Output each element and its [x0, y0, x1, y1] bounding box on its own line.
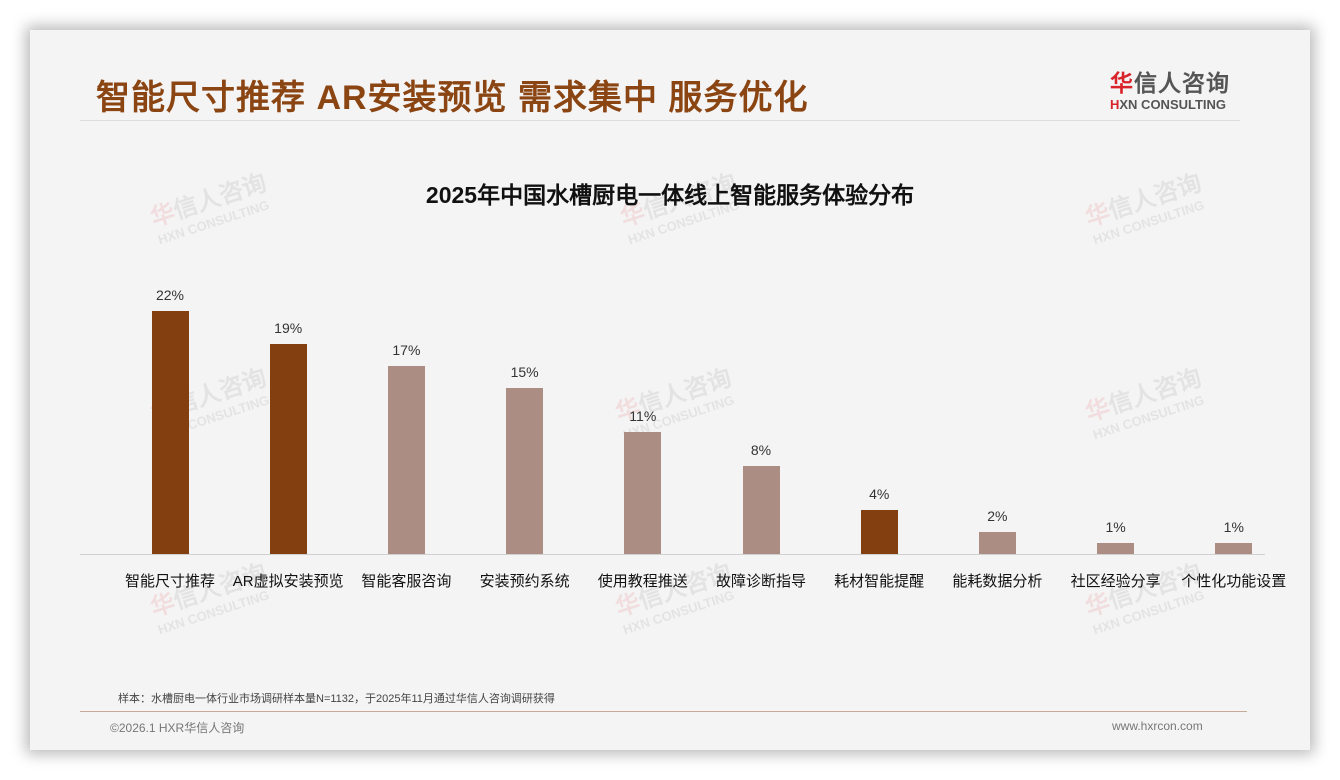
bar	[1215, 542, 1253, 554]
logo-cn-text: 信人咨询	[1134, 70, 1230, 96]
logo-english: HXN CONSULTING	[1110, 97, 1250, 112]
website-link[interactable]: www.hxrcon.com	[1112, 719, 1203, 733]
header-divider	[80, 120, 1240, 121]
bar-value-label: 17%	[392, 342, 421, 359]
category-label: 安装预约系统	[479, 573, 570, 590]
logo-en-mark: H	[1110, 97, 1120, 112]
category-label: 故障诊断指导	[715, 573, 806, 590]
x-axis-line	[80, 554, 1265, 555]
bar-value-label: 11%	[629, 408, 657, 425]
bar	[978, 531, 1016, 554]
bar	[860, 509, 898, 554]
bar	[151, 310, 189, 554]
bar	[742, 465, 780, 554]
bar-value-label: 22%	[155, 286, 185, 303]
category-label: 智能尺寸推荐	[124, 573, 215, 590]
category-label: 社区经验分享	[1070, 573, 1161, 590]
slide: 智能尺寸推荐 AR安装预览 需求集中 服务优化 华信人咨询 HXN CONSUL…	[30, 30, 1310, 750]
bar-value-label: 19%	[274, 320, 303, 337]
footer-divider	[80, 711, 1247, 712]
company-logo: 华信人咨询 HXN CONSULTING	[1110, 64, 1250, 112]
bar	[269, 344, 307, 554]
category-label: 能耗数据分析	[952, 573, 1043, 590]
bar-value-label: 1%	[1105, 518, 1126, 535]
sample-note: 样本：水槽厨电一体行业市场调研样本量N=1132，于2025年11月通过华信人咨…	[118, 693, 555, 705]
category-label: AR虚拟安装预览	[232, 573, 344, 590]
bar	[1097, 542, 1135, 554]
bar	[387, 366, 425, 554]
chart-title: 2025年中国水槽厨电一体线上智能服务体验分布	[425, 182, 915, 208]
category-label: 智能客服咨询	[361, 573, 452, 590]
bar-value-label: 8%	[750, 441, 772, 458]
logo-en-text: XN CONSULTING	[1119, 97, 1227, 112]
bar	[624, 432, 662, 554]
bar-value-label: 4%	[869, 485, 890, 502]
bar-value-label: 1%	[1223, 518, 1244, 535]
logo-chinese: 华信人咨询	[1110, 64, 1250, 98]
category-label: 耗材智能提醒	[834, 573, 925, 590]
copyright: ©2026.1 HXR华信人咨询	[110, 721, 245, 735]
category-label: 使用教程推送	[597, 573, 688, 590]
bar-value-label: 15%	[510, 364, 539, 381]
bar	[506, 388, 544, 554]
bar-value-label: 2%	[987, 507, 1008, 524]
headline: 智能尺寸推荐 AR安装预览 需求集中 服务优化	[96, 79, 809, 117]
category-label: 个性化功能设置	[1181, 573, 1287, 590]
logo-mark: 华	[1110, 70, 1134, 96]
bar-chart: 22% 智能尺寸推荐 19% AR虚拟安装预览 17% 智能客服咨询 15% 安装预约系统 11…	[80, 270, 1286, 630]
